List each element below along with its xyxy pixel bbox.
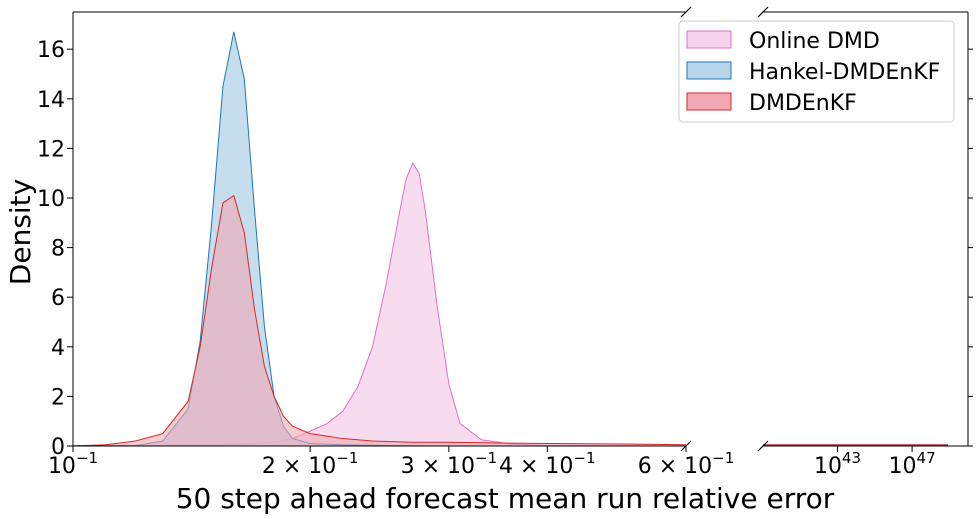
y-tick-label-7: 14 bbox=[37, 88, 65, 113]
legend-label-1: Hankel-DMDEnKF bbox=[749, 60, 940, 85]
x-left-tick-label-4: 6 × 10−1 bbox=[638, 449, 735, 479]
axis-break-mark-2 bbox=[757, 6, 769, 18]
x-left-tick-label-1: 2 × 10−1 bbox=[262, 449, 359, 479]
legend-swatch-2 bbox=[686, 92, 732, 111]
y-tick-label-1: 2 bbox=[51, 385, 65, 410]
legend-box bbox=[678, 20, 955, 123]
x-right-tick-label-0: 1043 bbox=[814, 449, 861, 479]
x-right-tick-label-1: 1047 bbox=[889, 449, 936, 479]
x-left-tick-label-0: 10−1 bbox=[48, 449, 98, 479]
legend-swatch-0 bbox=[686, 30, 732, 49]
y-tick-label-0: 0 bbox=[51, 435, 65, 460]
series-line-2 bbox=[72, 194, 687, 447]
x-axis-label: 50 step ahead forecast mean run relative… bbox=[176, 482, 835, 515]
axis-break-mark-0 bbox=[680, 6, 692, 18]
legend-label-2: DMDEnKF bbox=[749, 91, 857, 116]
y-tick-label-2: 4 bbox=[51, 336, 65, 361]
y-tick-label-5: 10 bbox=[37, 187, 65, 212]
x-left-tick-label-3: 4 × 10−1 bbox=[499, 449, 596, 479]
legend: Online DMD Hankel-DMDEnKF DMDEnKF bbox=[678, 20, 955, 123]
axis-break-mark-3 bbox=[757, 440, 769, 452]
y-tick-label-3: 6 bbox=[51, 286, 65, 311]
series-area-2 bbox=[73, 195, 686, 446]
y-axis: 0 2 4 6 8 10 12 14 16 bbox=[37, 6, 973, 460]
legend-swatch-1 bbox=[686, 61, 732, 80]
y-tick-label-4: 8 bbox=[51, 237, 65, 262]
series-area-0 bbox=[73, 163, 686, 446]
x-axis-right: 1043 1047 bbox=[814, 446, 936, 479]
y-tick-label-6: 12 bbox=[37, 137, 65, 162]
left-plot-area bbox=[72, 31, 687, 447]
x-axis-left: 10−1 2 × 10−1 3 × 10−1 4 × 10−1 6 × 10−1 bbox=[48, 446, 734, 479]
y-tick-label-8: 16 bbox=[37, 38, 65, 63]
legend-label-0: Online DMD bbox=[749, 29, 880, 54]
y-axis-label: Density bbox=[4, 179, 37, 285]
x-left-tick-label-2: 3 × 10−1 bbox=[401, 449, 498, 479]
